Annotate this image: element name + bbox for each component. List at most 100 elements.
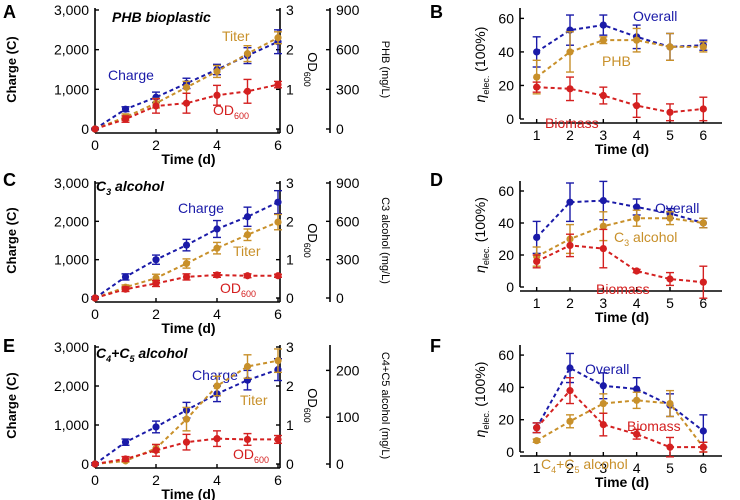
y-tick-label: 1,000 bbox=[54, 252, 89, 268]
series-label: Biomass bbox=[596, 281, 650, 297]
series-label: Charge bbox=[192, 367, 238, 383]
y2-axis-title: OD600 bbox=[302, 388, 320, 423]
series-line bbox=[536, 39, 704, 78]
data-point bbox=[91, 294, 99, 302]
y-tick-label: 2,000 bbox=[54, 213, 89, 229]
eta-subscript: elec. bbox=[481, 246, 491, 265]
series-biomass: Biomass bbox=[532, 376, 708, 458]
y2-axis-title: OD600 bbox=[302, 223, 320, 258]
data-point bbox=[182, 241, 191, 249]
title-main: C bbox=[96, 178, 107, 194]
data-point bbox=[699, 43, 707, 51]
data-point bbox=[152, 423, 160, 431]
series-label-text: Titer bbox=[240, 392, 268, 408]
x-tick-label: 4 bbox=[213, 472, 221, 488]
x-tick-label: 1 bbox=[533, 127, 541, 143]
y-tick-label: 3,000 bbox=[54, 175, 89, 191]
series-line bbox=[536, 217, 704, 258]
series-label-sub: 600 bbox=[241, 289, 256, 299]
data-point bbox=[699, 219, 707, 227]
eta-symbol: η bbox=[472, 265, 488, 273]
y-tick-label: 40 bbox=[498, 44, 514, 60]
y-axis-title: ηelec. (100%) bbox=[472, 27, 491, 103]
data-point bbox=[91, 460, 99, 468]
y2-tick-label: 1 bbox=[286, 81, 294, 97]
y2-tick-label: 2 bbox=[286, 378, 294, 394]
data-point bbox=[274, 357, 282, 365]
panel-d: D 0 20 40 60 1 2 3 4 5 6 Time (d) ηelec. (100%) Overa… bbox=[430, 170, 722, 325]
od-subscript: 600 bbox=[302, 72, 312, 87]
data-point bbox=[699, 427, 707, 435]
data-point bbox=[533, 257, 541, 265]
y-tick-label: 0 bbox=[506, 444, 514, 460]
series-line bbox=[536, 86, 704, 114]
series-phb: PHB bbox=[532, 27, 708, 95]
x-tick-label: 2 bbox=[152, 472, 160, 488]
series-label-mid: +C bbox=[556, 456, 574, 472]
panel-title: C4+C5 alcohol bbox=[96, 345, 188, 364]
data-point bbox=[533, 437, 541, 445]
data-point bbox=[633, 396, 641, 404]
data-point bbox=[182, 415, 191, 423]
series-charge: Charge bbox=[91, 189, 282, 302]
data-point bbox=[533, 48, 541, 56]
series-label-text: OD bbox=[220, 280, 241, 296]
x-axis-title: Time (d) bbox=[161, 320, 215, 336]
data-point bbox=[599, 222, 607, 230]
data-point bbox=[666, 275, 674, 283]
od-label: OD bbox=[305, 388, 320, 408]
y-tick-label: 0 bbox=[81, 121, 89, 137]
panel-letter: E bbox=[3, 336, 15, 356]
y2-tick-label: 3 bbox=[286, 175, 294, 191]
eta-subscript: elec. bbox=[481, 76, 491, 95]
series-c4-c5-alcohol: C4+C5 alcohol bbox=[532, 389, 708, 475]
data-point bbox=[182, 273, 191, 281]
series-label-text: Overall bbox=[655, 200, 699, 216]
data-point bbox=[121, 273, 130, 281]
panel-letter: B bbox=[430, 2, 443, 22]
series-label-rest: alcohol bbox=[579, 456, 627, 472]
series-biomass: Biomass bbox=[532, 228, 708, 299]
y3-tick-label: 300 bbox=[336, 252, 360, 268]
series-label-sub2: 5 bbox=[574, 465, 579, 475]
title-text: PHB bioplastic bbox=[112, 9, 211, 25]
series-label: OD600 bbox=[233, 446, 269, 465]
series-label-text: OD bbox=[213, 102, 234, 118]
y-tick-label: 60 bbox=[498, 347, 514, 363]
series-label-sub: 600 bbox=[254, 455, 269, 465]
x-tick-label: 6 bbox=[274, 472, 282, 488]
x-tick-label: 2 bbox=[566, 460, 574, 476]
data-point bbox=[566, 85, 574, 93]
panel-b: B 0 20 40 60 1 2 3 4 5 6 Time (d) ηelec. (100%) Overa… bbox=[430, 2, 722, 157]
data-point bbox=[243, 50, 252, 58]
x-tick-label: 2 bbox=[152, 137, 160, 153]
data-point bbox=[152, 446, 160, 454]
series-label-sub: 3 bbox=[624, 238, 629, 248]
data-point bbox=[599, 197, 607, 205]
data-point bbox=[699, 105, 707, 113]
data-point bbox=[599, 245, 607, 253]
data-point bbox=[666, 399, 674, 408]
y-axis-title: Charge (C) bbox=[4, 372, 19, 438]
x-tick-label: 3 bbox=[599, 295, 607, 311]
y2-tick-label: 0 bbox=[286, 290, 294, 306]
data-point bbox=[633, 101, 641, 110]
y-tick-label: 0 bbox=[81, 290, 89, 306]
series-od600: OD600 bbox=[91, 78, 282, 133]
x-tick-label: 4 bbox=[633, 295, 641, 311]
data-point bbox=[666, 108, 674, 116]
y-tick-label: 3,000 bbox=[54, 339, 89, 355]
panel-letter: A bbox=[3, 2, 16, 22]
series-label: PHB bbox=[602, 53, 631, 69]
data-point bbox=[243, 362, 252, 371]
data-point bbox=[274, 272, 282, 280]
data-point bbox=[152, 102, 160, 110]
x-tick-label: 4 bbox=[633, 127, 641, 143]
x-tick-label: 0 bbox=[91, 472, 99, 488]
panel-letter: F bbox=[430, 336, 441, 356]
data-point bbox=[633, 214, 641, 222]
series-overall: Overall bbox=[532, 352, 708, 448]
series-od600: OD600 bbox=[91, 430, 282, 468]
eta-unit: (100%) bbox=[472, 362, 488, 411]
x-tick-label: 6 bbox=[699, 127, 707, 143]
